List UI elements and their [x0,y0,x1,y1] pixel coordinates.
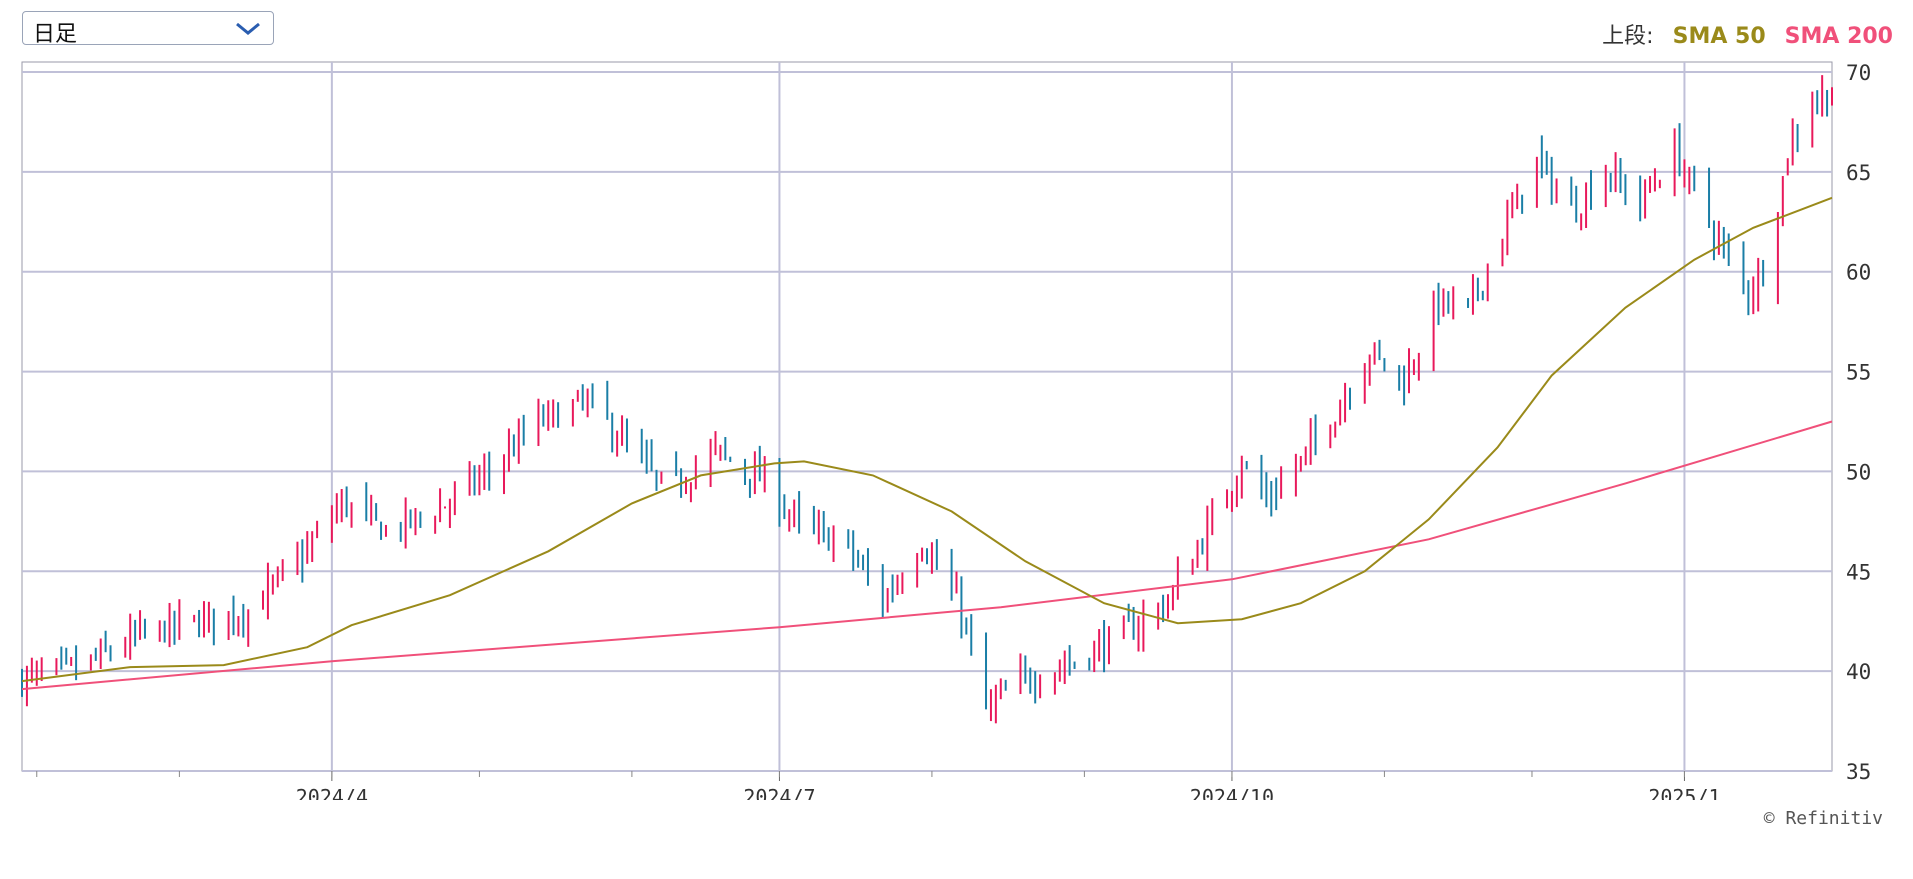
x-tick-label: 2024/7 [743,785,815,800]
x-tick-label: 2024/10 [1190,785,1274,800]
period-select-value: 日足 [33,22,78,47]
y-tick-label: 70 [1846,61,1871,85]
legend-sma50: SMA 50 [1672,24,1766,49]
y-tick-label: 60 [1846,261,1871,285]
sma50-line [21,196,1833,683]
y-tick-label: 55 [1846,361,1871,385]
sma200-line [21,420,1833,691]
period-select[interactable]: 日足 [22,11,274,47]
x-tick-label: 2025/1 [1648,785,1720,800]
legend-prefix: 上段: [1602,24,1654,49]
y-tick-label: 35 [1846,760,1871,784]
x-tick-label: 2024/4 [296,785,368,800]
y-tick-label: 40 [1846,660,1871,684]
y-tick-label: 65 [1846,161,1871,185]
y-tick-label: 45 [1846,560,1871,584]
chart-legend: 上段: SMA 50 SMA 200 [1602,18,1893,50]
y-tick-label: 50 [1846,460,1871,484]
chevron-down-icon [236,22,260,35]
credit-text: © Refinitiv [1763,808,1883,829]
legend-sma200: SMA 200 [1784,24,1893,49]
price-chart: 35 40 45 50 55 60 65 70 2024/4 2024/7 2024/10 2025/… [21,61,1871,800]
